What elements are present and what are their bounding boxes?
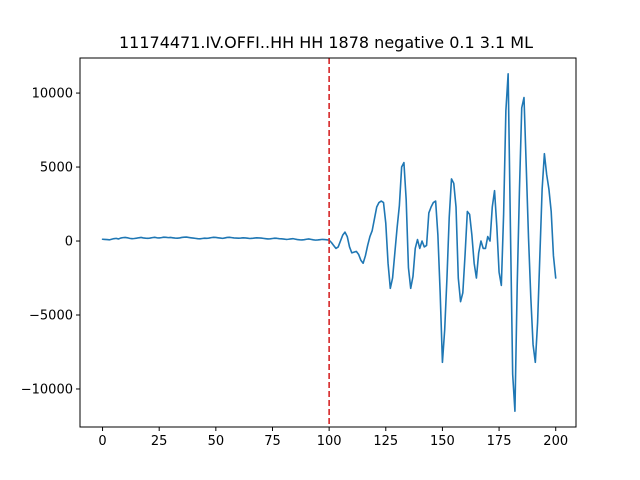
x-tick-label: 175	[487, 434, 512, 449]
x-tick-label: 200	[543, 434, 568, 449]
y-tick-label: 10000	[32, 87, 73, 102]
x-tick-label: 150	[430, 434, 455, 449]
x-tick-label: 75	[264, 434, 281, 449]
x-tick-label: 100	[317, 434, 342, 449]
x-tick-label: 50	[208, 434, 225, 449]
x-tick-label: 0	[98, 434, 106, 449]
y-tick-label: −10000	[21, 382, 73, 397]
y-tick-label: 0	[65, 235, 73, 250]
chart-title: 11174471.IV.OFFI..HH HH 1878 negative 0.…	[119, 33, 533, 52]
axes-frame	[79, 57, 577, 428]
x-tick-label: 125	[373, 434, 398, 449]
plot-area	[101, 58, 557, 427]
axis-ticks: 0 25 50 75 100 125 150 175 200 −10000 −5000 0 5000 10…	[21, 87, 568, 449]
x-tick-label: 25	[151, 434, 168, 449]
y-tick-label: 5000	[40, 161, 73, 176]
y-tick-label: −5000	[29, 308, 73, 323]
